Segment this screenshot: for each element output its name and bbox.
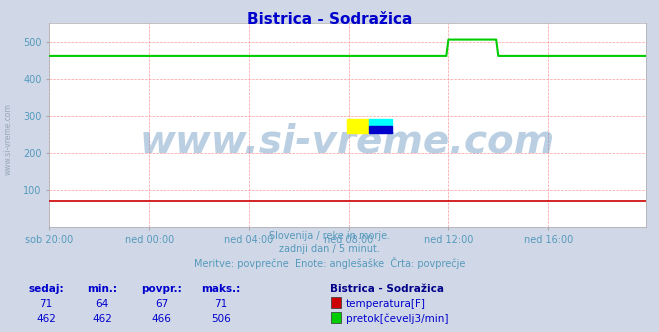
Polygon shape — [370, 119, 392, 126]
Text: min.:: min.: — [87, 284, 117, 294]
Text: pretok[čevelj3/min]: pretok[čevelj3/min] — [346, 314, 449, 324]
Text: sedaj:: sedaj: — [28, 284, 64, 294]
Text: 466: 466 — [152, 314, 171, 324]
Text: 71: 71 — [214, 299, 227, 309]
Text: maks.:: maks.: — [201, 284, 241, 294]
Text: 462: 462 — [36, 314, 56, 324]
Text: zadnji dan / 5 minut.: zadnji dan / 5 minut. — [279, 244, 380, 254]
Text: 64: 64 — [96, 299, 109, 309]
Text: Slovenija / reke in morje.: Slovenija / reke in morje. — [269, 231, 390, 241]
Text: temperatura[F]: temperatura[F] — [346, 299, 426, 309]
Text: 462: 462 — [92, 314, 112, 324]
Text: 67: 67 — [155, 299, 168, 309]
Text: 71: 71 — [40, 299, 53, 309]
Text: Meritve: povprečne  Enote: anglešaške  Črta: povprečje: Meritve: povprečne Enote: anglešaške Črt… — [194, 257, 465, 269]
Text: Bistrica - Sodražica: Bistrica - Sodražica — [330, 284, 444, 294]
Text: www.si-vreme.com: www.si-vreme.com — [3, 104, 13, 175]
Text: www.si-vreme.com: www.si-vreme.com — [140, 123, 556, 161]
Polygon shape — [370, 126, 392, 133]
Polygon shape — [347, 119, 370, 133]
Text: povpr.:: povpr.: — [141, 284, 182, 294]
Text: Bistrica - Sodražica: Bistrica - Sodražica — [247, 12, 412, 27]
Text: 506: 506 — [211, 314, 231, 324]
